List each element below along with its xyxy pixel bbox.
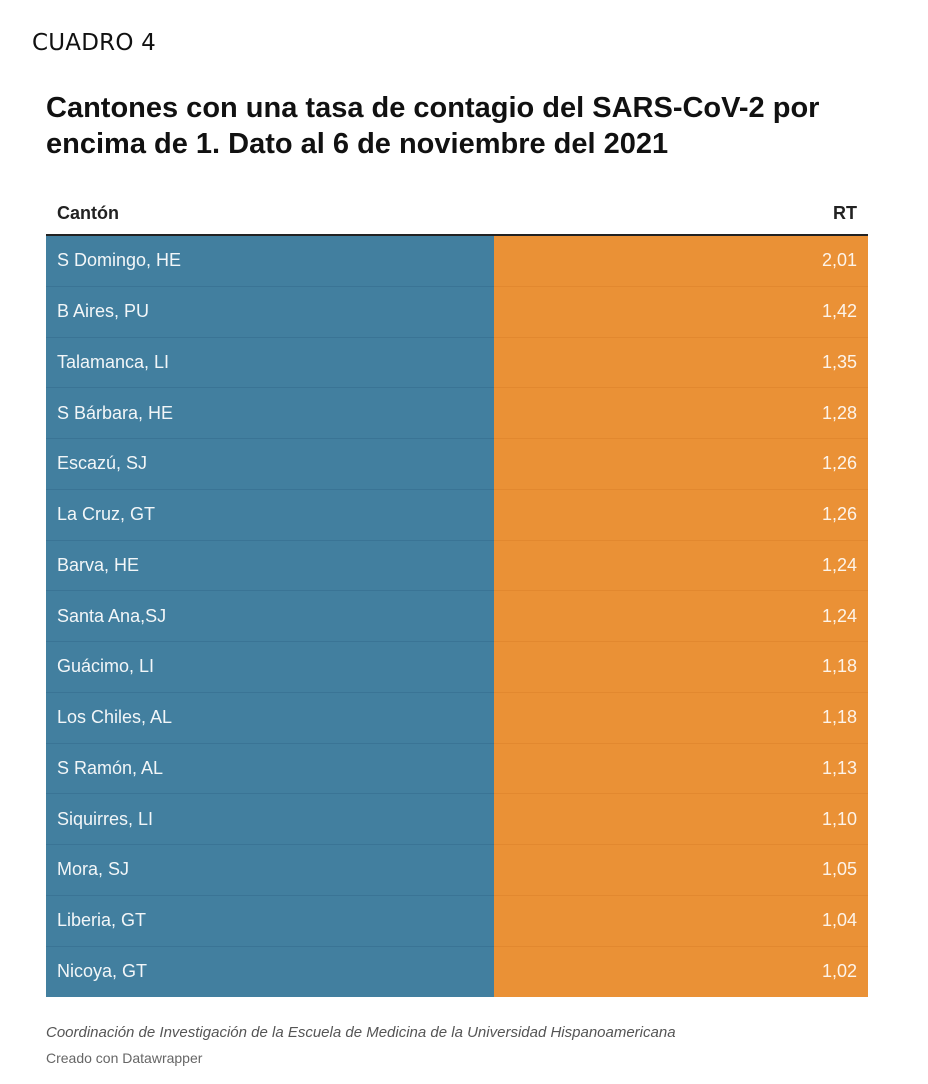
rt-value-cell: 1,18 — [494, 692, 868, 744]
table-row: S Ramón, AL 1,13 — [46, 743, 868, 795]
canton-cell: S Bárbara, HE — [46, 388, 494, 439]
rt-value-cell: 1,35 — [494, 337, 868, 389]
canton-cell: S Domingo, HE — [46, 236, 494, 287]
canton-cell: Escazú, SJ — [46, 439, 494, 490]
rt-value-cell: 1,13 — [494, 743, 868, 795]
canton-cell: Guácimo, LI — [46, 642, 494, 693]
table-row: Guácimo, LI 1,18 — [46, 642, 868, 693]
table-row: La Cruz, GT 1,26 — [46, 489, 868, 541]
table-row: Escazú, SJ 1,26 — [46, 439, 868, 490]
rt-value-cell: 1,24 — [494, 591, 868, 642]
rt-value-cell: 1,02 — [494, 946, 868, 998]
rt-value-cell: 1,10 — [494, 794, 868, 845]
rt-value-cell: 2,01 — [494, 236, 868, 287]
canton-cell: Los Chiles, AL — [46, 692, 494, 744]
rt-value-cell: 1,28 — [494, 388, 868, 439]
table-row: S Domingo, HE 2,01 — [46, 236, 868, 287]
table-body: S Domingo, HE 2,01 B Aires, PU 1,42 Talamanc… — [46, 236, 868, 998]
column-header-rt[interactable]: RT — [833, 203, 857, 223]
table-row: Liberia, GT 1,04 — [46, 895, 868, 947]
table-row: S Bárbara, HE 1,28 — [46, 388, 868, 439]
canton-cell: Siquirres, LI — [46, 794, 494, 845]
rt-value-cell: 1,26 — [494, 439, 868, 490]
column-header-canton[interactable]: Cantón — [57, 203, 119, 223]
table-row: Los Chiles, AL 1,18 — [46, 692, 868, 744]
table-row: Barva, HE 1,24 — [46, 540, 868, 592]
rt-value-cell: 1,18 — [494, 642, 868, 693]
rt-value-cell: 1,26 — [494, 489, 868, 541]
canton-cell: Santa Ana,SJ — [46, 591, 494, 642]
canton-cell: Liberia, GT — [46, 895, 494, 947]
canton-cell: Nicoya, GT — [46, 946, 494, 998]
table-row: Mora, SJ 1,05 — [46, 845, 868, 896]
canton-cell: La Cruz, GT — [46, 489, 494, 541]
rt-value-cell: 1,42 — [494, 286, 868, 338]
table-row: Talamanca, LI 1,35 — [46, 337, 868, 389]
rt-value-cell: 1,24 — [494, 540, 868, 592]
data-table: Cantón RT S Domingo, HE 2,01 B Aires, PU 1,… — [46, 193, 868, 998]
canton-cell: Talamanca, LI — [46, 337, 494, 389]
canton-cell: Mora, SJ — [46, 845, 494, 896]
chart-title: Cantones con una tasa de contagio del SA… — [46, 92, 820, 160]
table-row: B Aires, PU 1,42 — [46, 286, 868, 338]
canton-cell: S Ramón, AL — [46, 743, 494, 795]
table-row: Nicoya, GT 1,02 — [46, 946, 868, 998]
figure-label: CUADRO 4 — [32, 30, 156, 56]
table-header: Cantón RT — [46, 193, 868, 236]
table-row: Santa Ana,SJ 1,24 — [46, 591, 868, 642]
rt-value-cell: 1,05 — [494, 845, 868, 896]
source-note: Coordinación de Investigación de la Escu… — [46, 1024, 676, 1041]
credit-link[interactable]: Creado con Datawrapper — [46, 1050, 203, 1066]
rt-value-cell: 1,04 — [494, 895, 868, 947]
canton-cell: Barva, HE — [46, 540, 494, 592]
canton-cell: B Aires, PU — [46, 286, 494, 338]
table-row: Siquirres, LI 1,10 — [46, 794, 868, 845]
